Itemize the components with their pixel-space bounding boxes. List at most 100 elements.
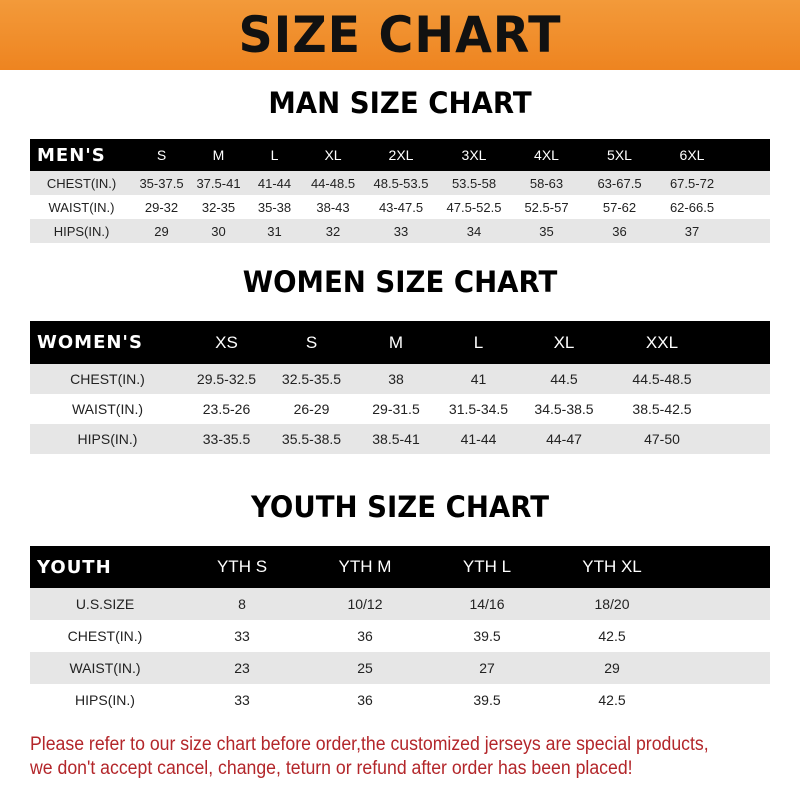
size-cell: 41-44	[257, 175, 292, 191]
size-cell: XL	[553, 332, 575, 352]
row-label: HIPS(IN.)	[77, 431, 138, 447]
size-cell: M	[212, 147, 225, 163]
size-cell: 44.5-48.5	[632, 371, 692, 387]
table-row: WAIST(IN.) 29-32 32-35 35-38 38-43 43-47.5 47.…	[30, 195, 770, 219]
size-cell: 36	[357, 628, 373, 644]
size-cell: 48.5-53.5	[373, 175, 429, 191]
page-title: SIZE CHART	[238, 6, 562, 64]
size-cell: L	[473, 332, 484, 352]
size-cell: YTH M	[338, 557, 392, 576]
table-row: HIPS(IN.) 33 36 39.5 42.5	[30, 684, 770, 716]
size-cell: 29-32	[144, 199, 179, 215]
youth-size-table: YOUTH YTH S YTH M YTH L YTH XL U.S.SIZE 8 10/12…	[30, 546, 770, 716]
size-cell: 23.5-26	[202, 401, 251, 417]
size-cell: 31.5-34.5	[448, 401, 509, 417]
size-cell: 47-50	[644, 431, 680, 447]
women-heading: WOMEN SIZE CHART	[242, 265, 558, 299]
table-row: HIPS(IN.) 29 30 31 32 33 34 35 36 37	[30, 219, 770, 243]
size-cell: 35	[539, 223, 554, 239]
size-cell: 44-48.5	[310, 175, 356, 191]
size-cell: 37.5-41	[196, 175, 241, 191]
size-cell: 29-31.5	[372, 401, 420, 417]
size-cell: 42.5	[598, 628, 626, 644]
men-heading: MAN SIZE CHART	[268, 86, 532, 120]
table-row: U.S.SIZE 8 10/12 14/16 18/20	[30, 588, 770, 620]
table-row: HIPS(IN.) 33-35.5 35.5-38.5 38.5-41 41-44 44-…	[30, 424, 770, 454]
size-cell: 23	[234, 660, 250, 676]
size-cell: 33	[234, 628, 250, 644]
table-row: CHEST(IN.) 29.5-32.5 32.5-35.5 38 41 44.5 44.5…	[30, 364, 770, 394]
header-row: WOMEN'S XS S M L XL XXL	[30, 321, 770, 364]
size-cell: 3XL	[461, 147, 487, 163]
row-label: CHEST(IN.)	[70, 371, 145, 387]
size-cell: XL	[324, 147, 342, 163]
size-cell: 38	[388, 371, 404, 387]
size-cell: 33	[393, 223, 409, 239]
row-label: CHEST(IN.)	[67, 628, 143, 644]
table-row: CHEST(IN.) 33 36 39.5 42.5	[30, 620, 770, 652]
size-cell: 44.5	[550, 371, 578, 387]
size-cell: 42.5	[598, 692, 626, 708]
order-notice: Please refer to our size chart before or…	[30, 733, 737, 781]
size-cell: 38.5-42.5	[632, 401, 692, 417]
size-cell: 4XL	[534, 147, 559, 163]
size-cell: 30	[211, 223, 226, 239]
header-row: YOUTH YTH S YTH M YTH L YTH XL	[30, 546, 770, 588]
size-cell: 34	[466, 223, 482, 239]
size-cell: 37	[684, 223, 700, 239]
men-size-table: MEN'S S M L XL 2XL 3XL 4XL 5XL 6XL CHEST(IN.) 35-37…	[30, 139, 770, 243]
size-cell: 41	[470, 371, 487, 387]
size-cell: 32-35	[201, 199, 236, 215]
size-cell: 6XL	[679, 147, 705, 163]
row-label: HIPS(IN.)	[75, 692, 135, 708]
size-cell: 14/16	[469, 596, 505, 612]
size-cell: 44-47	[546, 431, 582, 447]
header-row: MEN'S S M L XL 2XL 3XL 4XL 5XL 6XL	[30, 139, 770, 171]
women-size-table: WOMEN'S XS S M L XL XXL CHEST(IN.) 29.5-32.5 32.5…	[30, 321, 770, 454]
notice-line-2: we don't accept cancel, change, teturn o…	[30, 758, 633, 779]
size-cell: 38-43	[316, 199, 350, 215]
size-cell: 33	[234, 692, 250, 708]
row-label: CHEST(IN.)	[46, 175, 117, 191]
size-cell: S	[305, 332, 318, 352]
size-cell: 34.5-38.5	[534, 401, 594, 417]
size-cell: 10/12	[347, 596, 383, 612]
size-cell: YTH XL	[582, 557, 642, 576]
size-cell: 62-66.5	[669, 199, 715, 215]
size-cell: 52.5-57	[524, 199, 569, 215]
size-cell: 18/20	[594, 596, 630, 612]
row-label: WAIST(IN.)	[48, 199, 115, 215]
size-cell: 25	[357, 660, 373, 676]
size-cell: 35.5-38.5	[281, 431, 342, 447]
row-label: MEN'S	[37, 144, 106, 166]
size-cell: 57-62	[602, 199, 637, 215]
size-cell: XXL	[645, 332, 679, 352]
size-cell: 27	[479, 660, 495, 676]
size-cell: 33-35.5	[202, 431, 251, 447]
size-cell: 41-44	[460, 431, 497, 447]
notice-line-1: Please refer to our size chart before or…	[30, 734, 709, 755]
size-cell: L	[270, 147, 279, 163]
table-row: WAIST(IN.) 23.5-26 26-29 29-31.5 31.5-34.5 34…	[30, 394, 770, 424]
size-cell: XS	[215, 332, 238, 352]
size-cell: 31	[267, 223, 282, 239]
size-cell: 36	[357, 692, 373, 708]
size-cell: 29	[604, 660, 620, 676]
size-cell: 29.5-32.5	[196, 371, 257, 387]
size-cell: 36	[612, 223, 627, 239]
size-cell: 26-29	[293, 401, 330, 417]
size-cell: 43-47.5	[378, 199, 424, 215]
size-cell: 8	[238, 596, 246, 612]
title-banner: SIZE CHART	[0, 0, 800, 70]
row-label: U.S.SIZE	[75, 596, 135, 612]
size-cell: S	[156, 147, 167, 163]
size-cell: YTH L	[462, 557, 512, 576]
size-cell: YTH S	[216, 557, 268, 576]
size-cell: 47.5-52.5	[446, 199, 502, 215]
size-cell: 58-63	[529, 175, 564, 191]
row-label: YOUTH	[37, 556, 112, 578]
table-row: CHEST(IN.) 35-37.5 37.5-41 41-44 44-48.5 48.5…	[30, 171, 770, 195]
row-label: WAIST(IN.)	[69, 660, 141, 676]
size-cell: 35-37.5	[139, 175, 184, 191]
table-row: WAIST(IN.) 23 25 27 29	[30, 652, 770, 684]
